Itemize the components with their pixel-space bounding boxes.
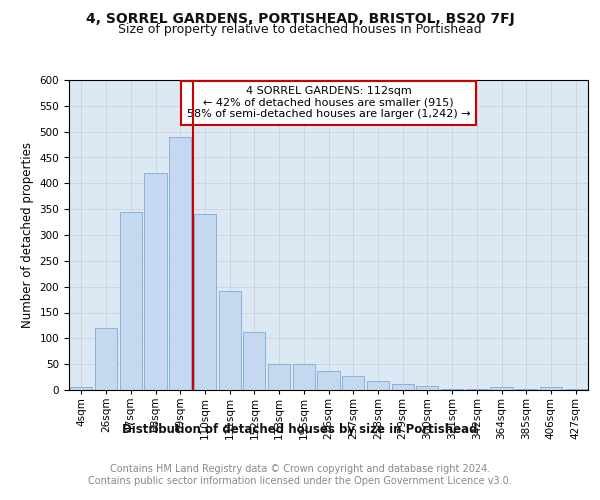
Bar	[392, 384, 414, 390]
Text: Contains HM Land Registry data © Crown copyright and database right 2024.: Contains HM Land Registry data © Crown c…	[110, 464, 490, 474]
Bar	[119, 212, 142, 390]
Bar	[490, 388, 512, 390]
Bar	[243, 332, 265, 390]
Bar	[515, 389, 538, 390]
Bar	[145, 173, 167, 390]
Bar	[218, 291, 241, 390]
Bar	[466, 389, 488, 390]
Bar	[416, 386, 439, 390]
Bar	[367, 380, 389, 390]
Bar	[441, 389, 463, 390]
Text: Contains public sector information licensed under the Open Government Licence v3: Contains public sector information licen…	[88, 476, 512, 486]
Bar	[194, 214, 216, 390]
Text: 4, SORREL GARDENS, PORTISHEAD, BRISTOL, BS20 7FJ: 4, SORREL GARDENS, PORTISHEAD, BRISTOL, …	[86, 12, 514, 26]
Bar	[293, 364, 315, 390]
Bar	[540, 388, 562, 390]
Bar	[169, 137, 191, 390]
Text: Size of property relative to detached houses in Portishead: Size of property relative to detached ho…	[118, 22, 482, 36]
Text: 4 SORREL GARDENS: 112sqm
← 42% of detached houses are smaller (915)
58% of semi-: 4 SORREL GARDENS: 112sqm ← 42% of detach…	[187, 86, 470, 120]
Bar	[342, 376, 364, 390]
Bar	[95, 328, 117, 390]
Bar	[70, 388, 92, 390]
Bar	[565, 389, 587, 390]
Text: Distribution of detached houses by size in Portishead: Distribution of detached houses by size …	[122, 422, 478, 436]
Bar	[317, 372, 340, 390]
Y-axis label: Number of detached properties: Number of detached properties	[21, 142, 34, 328]
Bar	[268, 364, 290, 390]
